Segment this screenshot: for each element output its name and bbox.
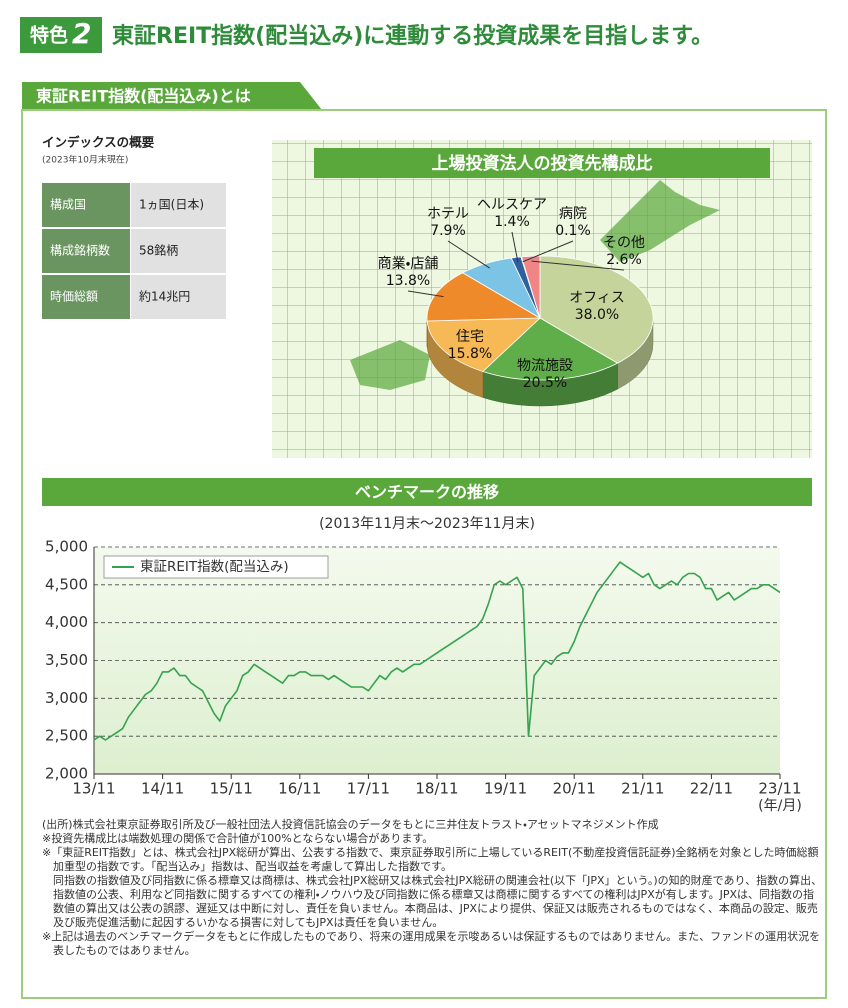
line-title: ベンチマークの推移 (355, 483, 499, 502)
y-tick-label: 3,000 (45, 689, 88, 707)
y-tick-label: 3,500 (45, 651, 88, 669)
map-shape (350, 180, 720, 390)
x-tick-label: 15/11 (210, 780, 253, 798)
pie-label: オフィス (569, 290, 625, 306)
table-header-text: 構成国 (50, 198, 86, 212)
note: ※「東証REIT指数」とは、株式会社JPX総研が算出、公表する指数で、東京証券取… (42, 846, 819, 873)
x-axis-label: (年/月) (758, 798, 802, 814)
pie-value-label: 15.8% (448, 346, 492, 362)
y-tick-label: 4,000 (45, 613, 88, 631)
pie-label: 物流施設 (517, 358, 573, 374)
x-tick-label: 21/11 (621, 780, 664, 798)
pie-label: 住宅 (456, 329, 484, 345)
x-tick-label: 16/11 (278, 780, 321, 798)
note: (出所)株式会社東京証券取引所及び一般社団法人投資信託協会のデータをもとに三井住… (42, 818, 659, 831)
page-title: 東証REIT指数(配当込み)に連動する投資成果を目指します。 (112, 23, 713, 49)
x-tick-label: 13/11 (72, 780, 115, 798)
pie-title: 上場投資法人の投資先構成比 (432, 153, 653, 174)
pie-label: その他 (603, 235, 645, 251)
line-subtitle: (2013年11月末～2023年11月末) (319, 516, 535, 532)
table-title: インデックスの概要 (42, 135, 155, 150)
badge-text: 特色 (30, 24, 68, 47)
line-series (93, 561, 781, 741)
y-tick-label: 5,000 (45, 538, 88, 556)
section-tab (22, 82, 322, 110)
pie-slice (521, 255, 541, 319)
table-header-cell (42, 229, 130, 273)
pie-value-label: 38.0% (575, 307, 619, 323)
table-cell (131, 229, 226, 273)
table-text: 約14兆円 (139, 289, 190, 304)
table-header-text: 時価総額 (50, 289, 98, 304)
x-tick-label: 20/11 (553, 780, 596, 798)
pie-slice (482, 317, 619, 381)
badge-number: 2 (72, 17, 91, 50)
table-cell (131, 275, 226, 319)
table-text: 58銘柄 (139, 243, 178, 258)
x-tick-label: 17/11 (347, 780, 390, 798)
y-tick-label: 2,500 (45, 727, 88, 745)
y-tick-label: 4,500 (45, 575, 88, 593)
pie-slice (539, 255, 654, 364)
table-text: 1ヵ国(日本) (139, 198, 204, 212)
table-date: (2023年10月末現在) (42, 154, 128, 166)
x-tick-label: 18/11 (415, 780, 458, 798)
legend-label: 東証REIT指数(配当込み) (140, 559, 289, 575)
leader-line (522, 240, 574, 263)
pie-label: ヘルスケア (477, 197, 547, 213)
x-tick-label: 19/11 (484, 780, 527, 798)
x-tick-label: 23/11 (758, 780, 801, 798)
table-cell (131, 183, 226, 227)
table-header-cell (42, 275, 130, 319)
pie-label: ホテル (427, 206, 469, 222)
y-tick-label: 2,000 (45, 765, 88, 783)
pie-value-label: 20.5% (523, 375, 567, 391)
line-chart: 2,000 2,500 3,000 3,500 4,000 4,500 5,000 13/11… (45, 538, 802, 798)
table-header-text: 構成銘柄数 (50, 243, 110, 258)
badge (20, 17, 102, 53)
pie-value-label: 2.6% (606, 252, 642, 268)
pie-value-label: 1.4% (494, 214, 530, 230)
leader-line (447, 240, 490, 269)
note: ※投資先構成比は端数処理の関係で合計値が100%とならない場合があります。 (42, 832, 434, 845)
section-frame (21, 109, 827, 999)
note: 同指数の指数値及び同指数に係る標章又は商標は、株式会社JPX総研又は株式会社JP… (53, 874, 823, 929)
pie-slice (426, 317, 542, 372)
pie-title-bar (314, 148, 770, 178)
section-title: 東証REIT指数(配当込み)とは (36, 87, 251, 106)
table-header-cell (42, 183, 130, 227)
leader-line (511, 231, 519, 263)
pie-slice (426, 272, 542, 322)
legend-box (103, 555, 329, 579)
leader-line (531, 260, 625, 271)
x-tick-label: 22/11 (690, 780, 733, 798)
note: ※上記は過去のベンチマークデータをもとに作成したものであり、将来の運用成果を示唆… (42, 930, 821, 957)
notes: (出所)株式会社東京証券取引所及び一般社団法人投資信託協会のデータをもとに三井住… (42, 818, 824, 958)
pie-value-label: 7.9% (430, 223, 466, 239)
x-tick-label: 14/11 (141, 780, 184, 798)
line-title-bar (42, 478, 812, 506)
pie-label: 病院 (559, 206, 587, 222)
leader-line (407, 290, 444, 298)
pie-value-label: 0.1% (555, 223, 591, 239)
pie-label: 商業・店舗 (378, 256, 439, 272)
pie-value-label: 13.8% (386, 273, 430, 289)
